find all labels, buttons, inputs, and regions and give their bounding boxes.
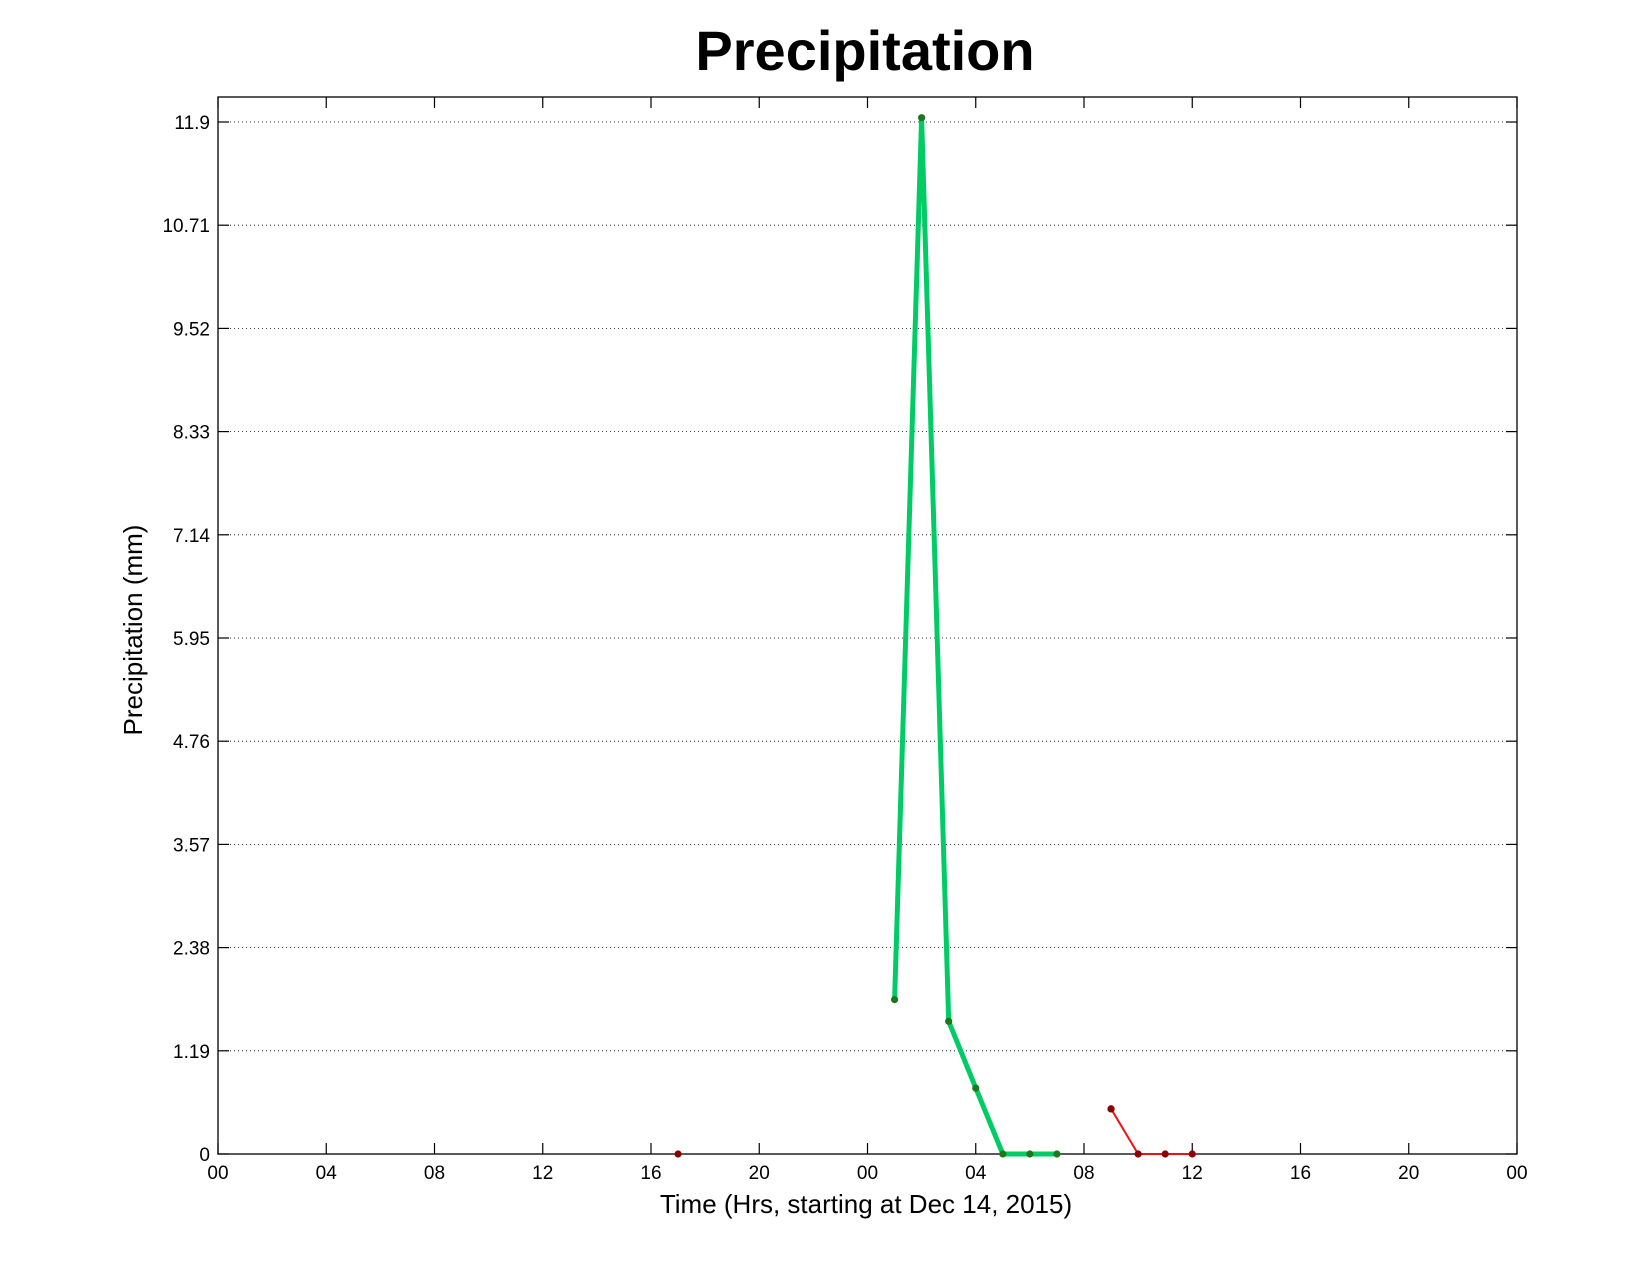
data-point (1134, 1150, 1142, 1158)
y-tick-label: 0 (199, 1145, 210, 1166)
x-tick-label: 00 (857, 1163, 878, 1184)
x-tick-label: 16 (1290, 1163, 1311, 1184)
x-tick-label: 04 (316, 1163, 338, 1184)
y-axis-tick-labels: 0 1.19 2.38 3.57 4.76 5.95 7.14 8.33 9.52 10.71 11… (162, 113, 210, 1166)
y-tick-label: 7.14 (173, 526, 210, 547)
data-point (1161, 1150, 1169, 1158)
x-tick-label: 12 (532, 1163, 553, 1184)
data-point (1188, 1150, 1196, 1158)
axis-ticks (217, 97, 1518, 1155)
data-point (890, 996, 899, 1004)
data-point (918, 114, 926, 122)
data-point (972, 1084, 980, 1092)
x-tick-label: 20 (1398, 1163, 1419, 1184)
data-point (1026, 1150, 1034, 1158)
series-1 (890, 114, 1115, 1158)
x-tick-label: 08 (1073, 1163, 1094, 1184)
plot-area-frame (217, 96, 1518, 1155)
series-line (1110, 1108, 1193, 1155)
data-point (674, 1150, 682, 1158)
x-tick-label: 00 (1506, 1163, 1527, 1184)
x-axis-label: Time (Hrs, starting at Dec 14, 2015) (660, 1189, 1072, 1219)
series-line (892, 115, 1057, 1157)
data-point (1107, 1105, 1115, 1113)
x-tick-label: 12 (1182, 1163, 1203, 1184)
data-point (999, 1150, 1007, 1158)
y-tick-label: 3.57 (173, 835, 210, 856)
y-tick-label: 8.33 (173, 423, 210, 444)
y-tick-label: 2.38 (173, 939, 210, 960)
x-tick-label: 08 (424, 1163, 445, 1184)
x-tick-label: 00 (207, 1163, 228, 1184)
x-tick-label: 20 (749, 1163, 770, 1184)
data-series (674, 114, 1196, 1158)
data-point (1053, 1150, 1061, 1158)
y-tick-label: 4.76 (173, 732, 210, 753)
chart-title: Precipitation (695, 19, 1034, 82)
series-2 (674, 1105, 1196, 1158)
data-point (945, 1017, 953, 1025)
x-axis-tick-labels: 00 04 08 12 16 20 00 04 08 12 16 20 00 (207, 1163, 1527, 1184)
y-tick-label: 9.52 (173, 319, 210, 340)
y-tick-label: 11.9 (174, 113, 210, 134)
gridlines (218, 121, 1517, 1052)
y-tick-label: 10.71 (162, 216, 210, 237)
x-tick-label: 16 (640, 1163, 661, 1184)
y-axis-label: Precipitation (mm) (118, 525, 148, 736)
x-tick-label: 04 (965, 1163, 987, 1184)
y-tick-label: 1.19 (173, 1042, 210, 1063)
y-tick-label: 5.95 (173, 629, 210, 650)
